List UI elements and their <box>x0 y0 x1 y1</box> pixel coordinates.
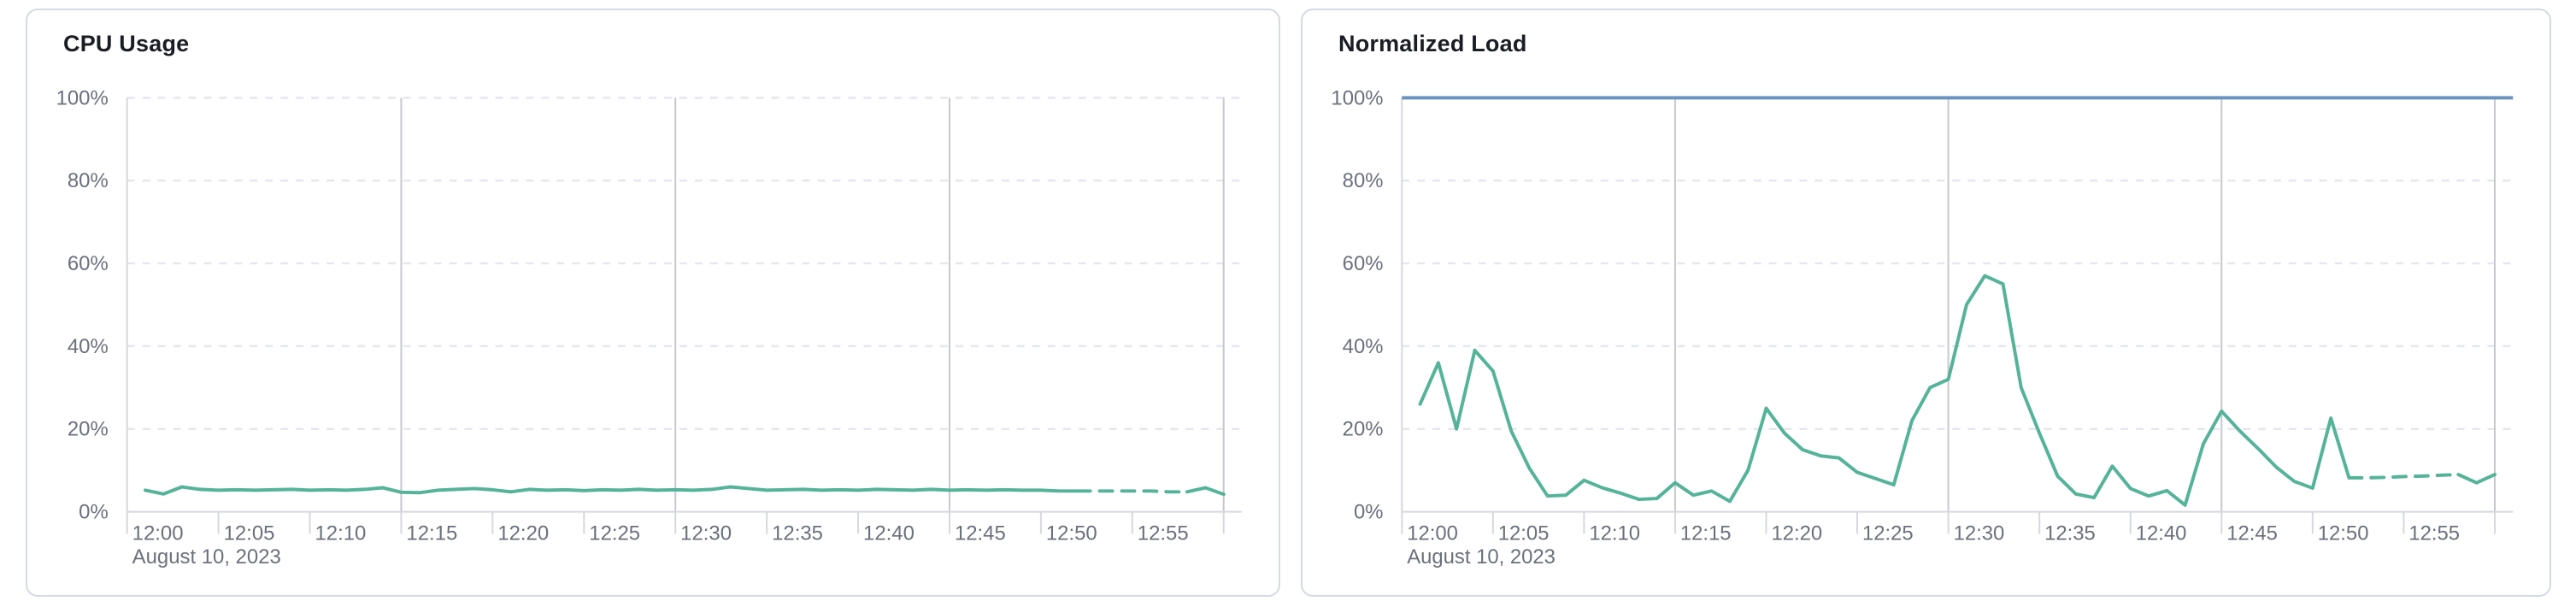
cpu-usage-chart[interactable]: 12:00 12:05 12:10 12:15 12:20 12:25 12:30 12:35… <box>27 10 1279 595</box>
svg-text:12:30: 12:30 <box>680 522 732 545</box>
panel-title: Normalized Load <box>1338 31 1527 56</box>
svg-text:12:10: 12:10 <box>1589 522 1640 545</box>
svg-text:12:20: 12:20 <box>1771 522 1822 545</box>
svg-text:100%: 100% <box>56 86 109 109</box>
cpu-usage-panel: CPU Usage 12:00 12:05 12:10 12:15 12:20 12:25… <box>26 9 1280 597</box>
svg-text:12:30: 12:30 <box>1954 522 2005 545</box>
svg-text:12:05: 12:05 <box>224 522 275 545</box>
svg-text:12:00: 12:00 <box>132 522 184 545</box>
svg-text:12:40: 12:40 <box>863 522 915 545</box>
svg-text:12:50: 12:50 <box>1046 522 1097 545</box>
svg-text:12:00: 12:00 <box>1407 522 1458 545</box>
svg-text:20%: 20% <box>1343 418 1384 441</box>
svg-text:40%: 40% <box>1343 335 1384 358</box>
svg-text:80%: 80% <box>1343 169 1384 192</box>
svg-text:0%: 0% <box>1354 501 1383 524</box>
svg-text:12:25: 12:25 <box>1862 522 1914 545</box>
svg-text:12:15: 12:15 <box>406 522 457 545</box>
normalized-load-panel: Normalized Load 12:00 12:05 12:10 12:15 12:2… <box>1301 9 2551 597</box>
panel-title: CPU Usage <box>63 31 190 56</box>
svg-text:12:25: 12:25 <box>589 522 640 545</box>
svg-text:12:45: 12:45 <box>2226 522 2278 545</box>
svg-text:60%: 60% <box>1343 252 1384 275</box>
svg-text:80%: 80% <box>68 169 109 192</box>
svg-text:12:55: 12:55 <box>1138 522 1189 545</box>
svg-text:12:35: 12:35 <box>2044 522 2096 545</box>
svg-text:August 10, 2023: August 10, 2023 <box>132 545 281 569</box>
svg-text:40%: 40% <box>68 335 109 358</box>
svg-text:12:50: 12:50 <box>2318 522 2369 545</box>
svg-text:0%: 0% <box>79 501 109 524</box>
normalized-load-chart[interactable]: 12:00 12:05 12:10 12:15 12:20 12:25 12:30 12:35… <box>1303 10 2550 595</box>
svg-text:12:40: 12:40 <box>2136 522 2187 545</box>
svg-text:20%: 20% <box>68 418 109 441</box>
svg-text:12:35: 12:35 <box>772 522 823 545</box>
svg-text:12:05: 12:05 <box>1498 522 1550 545</box>
svg-text:100%: 100% <box>1331 86 1383 109</box>
svg-text:12:45: 12:45 <box>955 522 1006 545</box>
svg-text:August 10, 2023: August 10, 2023 <box>1407 545 1556 569</box>
svg-text:12:20: 12:20 <box>497 522 549 545</box>
svg-text:12:15: 12:15 <box>1680 522 1732 545</box>
svg-text:60%: 60% <box>68 252 109 275</box>
svg-text:12:55: 12:55 <box>2408 522 2460 545</box>
svg-text:12:10: 12:10 <box>315 522 367 545</box>
